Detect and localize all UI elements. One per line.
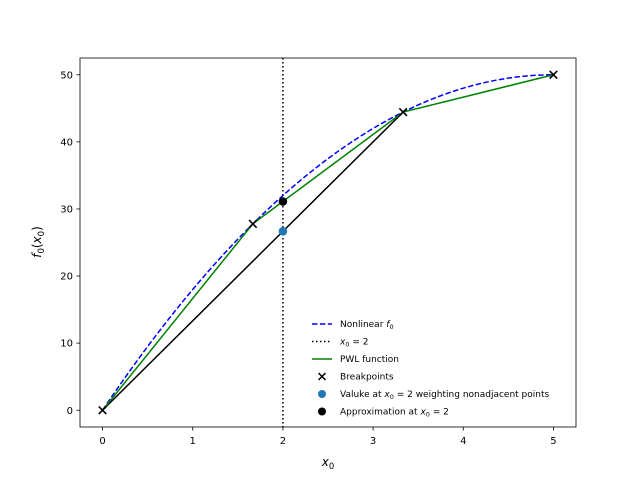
breakpoint-marker [98,405,107,415]
y-tick-label: 40 [60,137,73,148]
legend-handle [317,372,327,381]
legend-label: Breakpoints [340,373,394,383]
pwl-function-line [101,74,554,411]
y-axis-label: f0(x0) [30,226,47,258]
legend-item: Approximation at x0 = 2 [318,407,449,419]
breakpoint-marker [398,107,408,117]
x-axis-ticks: 0 1 2 3 4 5 [99,427,557,447]
legend-item: Valuke at x0 = 2 weighting nonadjacent p… [318,390,550,401]
legend: Nonlinear f0 x0 = 2 PWL function Breakpoint… [312,320,550,419]
legend-label: x0 = 2 [339,338,368,349]
plot-frame [79,57,577,428]
y-axis-ticks: 0 10 20 30 40 50 [60,70,80,417]
legend-handle [318,390,326,398]
plot-content [98,58,558,427]
legend-item: x0 = 2 [312,338,368,349]
approximation-point [278,197,288,206]
legend-handle [318,407,326,416]
nonlinear-curve-line [101,74,554,411]
nonadjacent-value-point [278,226,288,236]
y-tick-label: 0 [67,406,73,417]
y-tick-label: 20 [60,272,73,283]
y-tick-label: 50 [60,70,73,81]
nonadjacent-segment-line [102,111,404,411]
breakpoint-marker [549,70,558,80]
y-tick-label: 30 [60,205,73,216]
y-tick-label: 10 [60,339,73,350]
x-tick-label: 3 [370,436,376,447]
legend-item: Nonlinear f0 [312,320,394,331]
legend-label: Nonlinear f0 [340,320,394,331]
x-tick-label: 4 [460,436,466,447]
x-tick-label: 2 [280,436,286,447]
plot-background [80,58,576,427]
legend-label: PWL function [340,355,399,365]
legend-label: Approximation at x0 = 2 [340,408,449,419]
legend-item: PWL function [312,355,399,365]
x-tick-label: 0 [99,436,105,447]
x-axis-label: x0 [321,455,335,472]
legend-item: Breakpoints [317,372,394,383]
x-tick-label: 1 [190,436,196,447]
legend-label: Valuke at x0 = 2 weighting nonadjacent p… [340,390,550,401]
breakpoint-marker [248,219,258,229]
x-tick-label: 5 [550,436,556,447]
